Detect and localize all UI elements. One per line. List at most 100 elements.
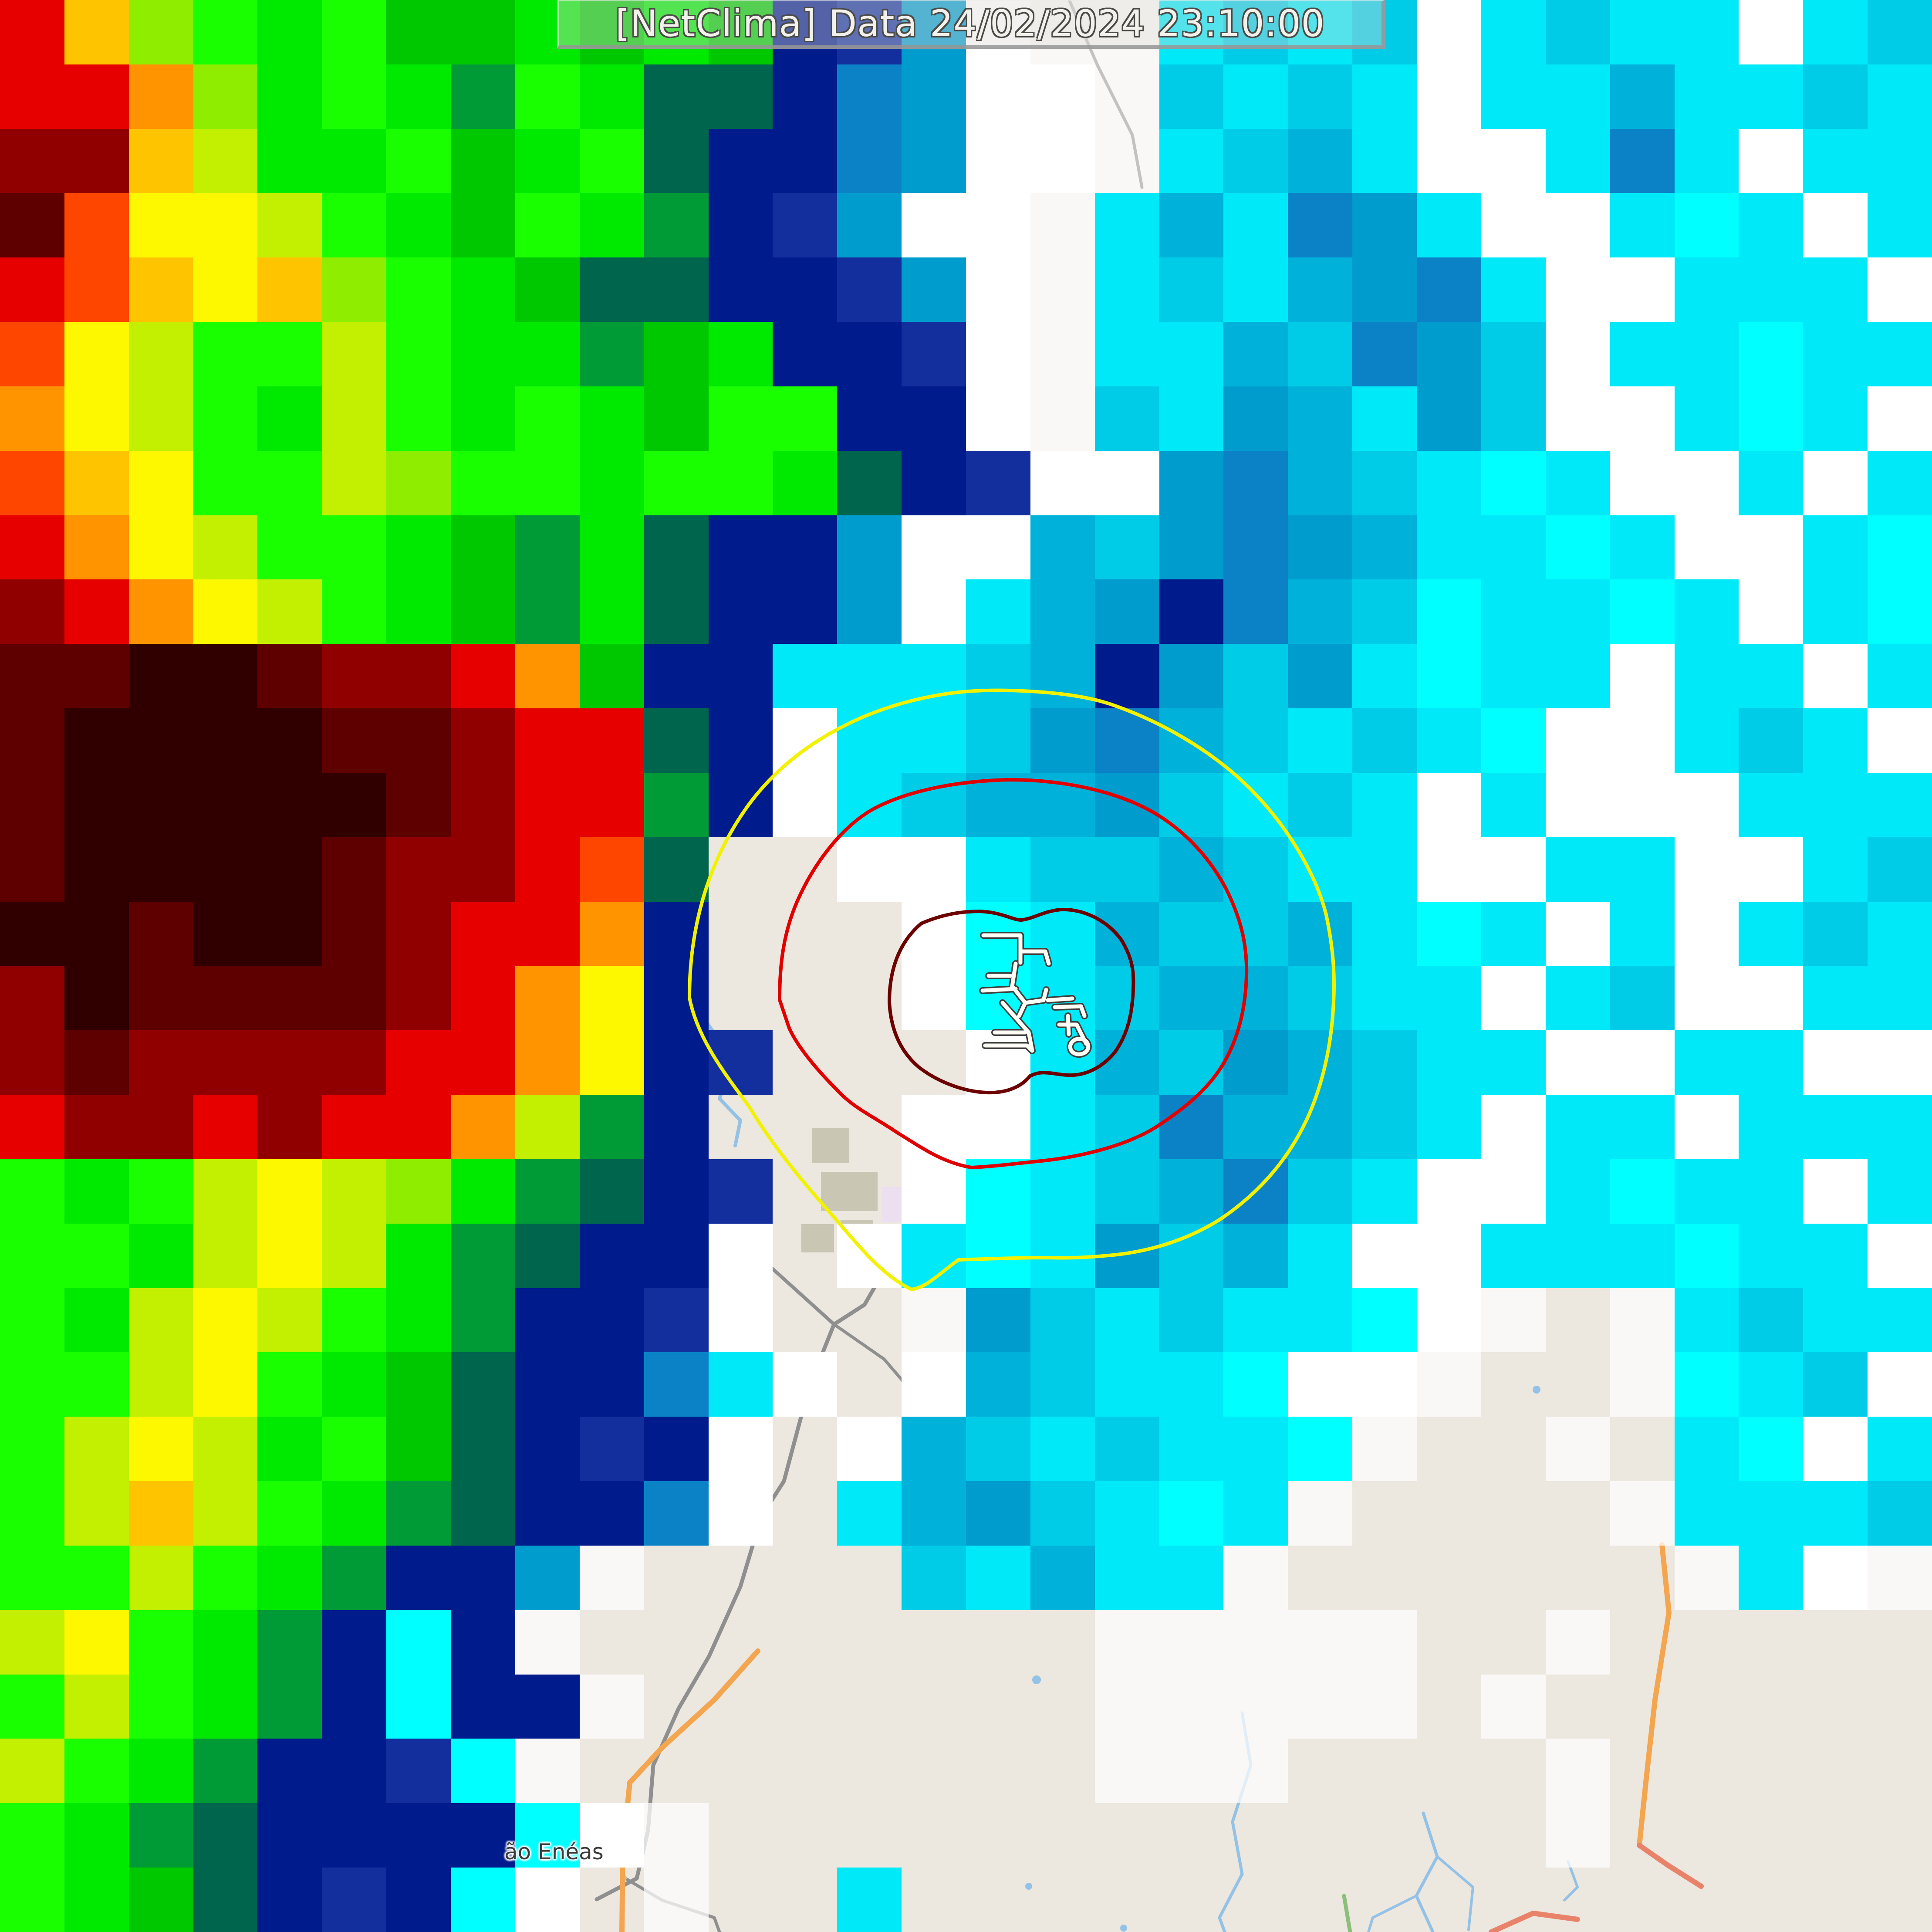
radar-cell <box>128 1352 193 1417</box>
radar-cell <box>1868 1417 1932 1482</box>
radar-cell <box>1352 1095 1417 1159</box>
radar-cell <box>1610 515 1675 580</box>
radar-cell <box>1739 1545 1804 1610</box>
radar-cell <box>1352 1674 1417 1739</box>
radar-cell <box>64 386 129 451</box>
radar-cell <box>1868 708 1932 773</box>
radar-cell <box>1352 1417 1417 1482</box>
road-orange-east <box>1637 1542 1672 1848</box>
radar-cell <box>708 1417 773 1482</box>
radar-cell <box>128 644 193 709</box>
radar-cell <box>451 257 515 322</box>
radar-cell <box>837 515 902 580</box>
radar-cell <box>1803 1095 1868 1159</box>
radar-cell <box>1288 0 1353 64</box>
radar-cell <box>579 1159 644 1224</box>
radar-cell <box>451 579 515 644</box>
radar-cell <box>64 1545 129 1610</box>
radar-cell <box>1674 0 1739 64</box>
radar-cell <box>644 1159 709 1224</box>
radar-cell <box>579 837 644 902</box>
radar-cell <box>1545 515 1610 580</box>
radar-cell <box>193 708 258 773</box>
radar-cell <box>1288 1352 1353 1417</box>
radar-cell <box>451 0 515 64</box>
radar-cell <box>1481 1288 1546 1353</box>
radar-cell <box>0 1674 64 1739</box>
radar-cell <box>322 1352 387 1417</box>
radar-cell <box>1545 129 1610 193</box>
radar-cell <box>1030 322 1095 386</box>
radar-cell <box>322 966 387 1031</box>
radar-cell <box>322 1739 387 1803</box>
radar-cell <box>902 1095 966 1159</box>
radar-cell <box>128 1030 193 1095</box>
radar-cell <box>1417 1095 1481 1159</box>
radar-cell <box>193 1868 258 1932</box>
radar-cell <box>1352 1288 1417 1353</box>
radar-cell <box>322 708 387 773</box>
radar-cell <box>837 644 902 709</box>
radar-cell <box>1481 1030 1546 1095</box>
radar-cell <box>257 1868 322 1932</box>
radar-cell <box>1481 450 1546 515</box>
radar-cell <box>1610 1352 1675 1417</box>
radar-cell <box>1030 708 1095 773</box>
town-street <box>981 933 1023 965</box>
radar-cell <box>1739 1159 1804 1224</box>
radar-cell <box>1803 708 1868 773</box>
radar-cell <box>386 386 451 451</box>
radar-cell <box>902 0 966 64</box>
radar-cell <box>1094 1352 1159 1417</box>
radar-cell <box>773 129 838 193</box>
radar-cell <box>579 450 644 515</box>
radar-cell <box>0 193 64 258</box>
radar-cell <box>1739 322 1804 386</box>
radar-cell <box>773 772 838 837</box>
radar-cell <box>644 1223 709 1288</box>
radar-cell <box>644 708 709 773</box>
radar-cell <box>257 64 322 129</box>
radar-cell <box>708 64 773 129</box>
radar-cell <box>1868 515 1932 580</box>
radar-cell <box>902 1159 966 1224</box>
alert-ring-middle <box>778 778 1249 1169</box>
radar-cell <box>1739 966 1804 1031</box>
radar-cell <box>386 1095 451 1159</box>
alert-ring-inner <box>888 907 1135 1095</box>
radar-cell <box>1417 64 1481 129</box>
radar-cell <box>451 1352 515 1417</box>
radar-cell <box>644 837 709 902</box>
radar-cell <box>1288 450 1353 515</box>
radar-cell <box>322 386 387 451</box>
radar-cell <box>837 579 902 644</box>
radar-cell <box>193 1545 258 1610</box>
radar-cell <box>257 1030 322 1095</box>
radar-cell <box>322 1417 387 1482</box>
radar-cell <box>386 0 451 64</box>
radar-cell <box>1481 0 1546 64</box>
radar-cell <box>1481 901 1546 966</box>
road-salmon-bottom <box>1489 1911 1580 1932</box>
radar-cell <box>0 579 64 644</box>
radar-cell <box>257 1803 322 1868</box>
radar-cell <box>644 1481 709 1546</box>
radar-cell <box>1223 772 1288 837</box>
radar-cell <box>128 64 193 129</box>
radar-cell <box>837 837 902 902</box>
radar-cell <box>773 579 838 644</box>
radar-cell <box>902 193 966 258</box>
radar-cell <box>64 1095 129 1159</box>
radar-cell <box>386 772 451 837</box>
radar-cell <box>1159 901 1224 966</box>
radar-cell <box>1417 901 1481 966</box>
radar-cell <box>1417 0 1481 64</box>
radar-cell <box>64 708 129 773</box>
radar-cell <box>708 1481 773 1546</box>
radar-cell <box>1868 772 1932 837</box>
radar-cell <box>1545 386 1610 451</box>
radar-cell <box>193 1674 258 1739</box>
radar-cell <box>837 708 902 773</box>
radar-cell <box>193 450 258 515</box>
